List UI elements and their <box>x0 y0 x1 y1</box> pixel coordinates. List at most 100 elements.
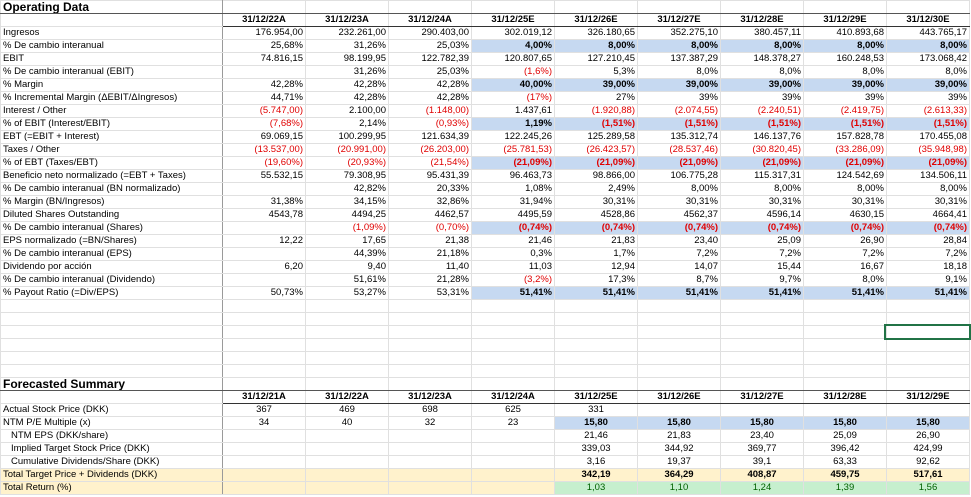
cell <box>637 299 721 313</box>
value-cell: 2,14% <box>305 117 389 131</box>
value-cell: 98.866,00 <box>554 169 638 183</box>
row-label: EPS normalizado (=BN/Shares) <box>0 234 223 248</box>
value-cell: 8,0% <box>637 65 721 79</box>
cell <box>803 351 887 365</box>
row-label: % Margin (BN/Ingresos) <box>0 195 223 209</box>
cell <box>637 338 721 352</box>
value-cell: 106.775,28 <box>637 169 721 183</box>
value-cell: (25.781,53) <box>471 143 555 157</box>
value-cell: 443.765,17 <box>886 26 970 40</box>
cell <box>803 0 887 14</box>
value-cell: 51,41% <box>471 286 555 300</box>
value-cell: 8,0% <box>803 65 887 79</box>
value-cell: (2.240,51) <box>720 104 804 118</box>
value-cell: 8,00% <box>637 39 721 53</box>
value-cell: 352.275,10 <box>637 26 721 40</box>
value-cell: 424,99 <box>886 442 970 456</box>
cell <box>222 299 306 313</box>
value-cell: 15,80 <box>803 416 887 430</box>
row <box>0 364 970 378</box>
row: 31/12/21A 31/12/22A 31/12/23A 31/12/24A 31/1… <box>0 390 970 404</box>
column-header: 31/12/23A <box>305 13 389 27</box>
value-cell: 146.137,76 <box>720 130 804 144</box>
cell <box>222 325 306 339</box>
value-cell: 51,41% <box>720 286 804 300</box>
value-cell: 2,49% <box>554 182 638 196</box>
value-cell: 517,61 <box>886 468 970 482</box>
value-cell: 459,75 <box>803 468 887 482</box>
value-cell: 21,83 <box>637 429 721 443</box>
value-cell: (35.948,98) <box>886 143 970 157</box>
column-header: 31/12/26E <box>554 13 638 27</box>
value-cell: 1,03 <box>554 481 638 495</box>
value-cell: 30,31% <box>886 195 970 209</box>
value-cell <box>222 65 306 79</box>
value-cell: 63,33 <box>803 455 887 469</box>
value-cell: 121.634,39 <box>388 130 472 144</box>
row-label: % of EBIT (Interest/EBIT) <box>0 117 223 131</box>
value-cell: 26,90 <box>886 429 970 443</box>
value-cell: (21,09%) <box>637 156 721 170</box>
row: Total Return (%) 1,03 1,10 1,24 1,39 1,56 <box>0 481 970 495</box>
value-cell: 19,37 <box>637 455 721 469</box>
value-cell: 9,40 <box>305 260 389 274</box>
value-cell: 6,20 <box>222 260 306 274</box>
value-cell: 55.532,15 <box>222 169 306 183</box>
cell <box>0 13 223 27</box>
column-header: 31/12/25E <box>471 13 555 27</box>
value-cell: 8,0% <box>720 65 804 79</box>
value-cell <box>222 182 306 196</box>
value-cell <box>305 429 389 443</box>
column-header: 31/12/27E <box>720 390 804 404</box>
value-cell: 1,56 <box>886 481 970 495</box>
row: Actual Stock Price (DKK) 367 469 698 625 331 <box>0 403 970 417</box>
value-cell: (7,68%) <box>222 117 306 131</box>
value-cell: 176.954,00 <box>222 26 306 40</box>
value-cell: (30.820,45) <box>720 143 804 157</box>
value-cell: (2.419,75) <box>803 104 887 118</box>
cell <box>471 377 555 391</box>
value-cell: 7,2% <box>720 247 804 261</box>
value-cell: 3,16 <box>554 455 638 469</box>
cell <box>554 377 638 391</box>
value-cell: 34,15% <box>305 195 389 209</box>
row: % Margin (BN/Ingresos) 31,38% 34,15% 32,86%… <box>0 195 970 209</box>
value-cell: 369,77 <box>720 442 804 456</box>
value-cell: (21,54%) <box>388 156 472 170</box>
value-cell: 21,28% <box>388 273 472 287</box>
value-cell: 51,41% <box>886 286 970 300</box>
cell <box>886 0 970 14</box>
value-cell: 23,40 <box>637 234 721 248</box>
column-header: 31/12/25E <box>554 390 638 404</box>
cell <box>720 312 804 326</box>
value-cell: (1.920,88) <box>554 104 638 118</box>
value-cell: 17,65 <box>305 234 389 248</box>
cell <box>637 364 721 378</box>
cell <box>471 312 555 326</box>
cell <box>222 0 306 14</box>
value-cell: 1.437,61 <box>471 104 555 118</box>
cell <box>803 377 887 391</box>
value-cell: 4664,41 <box>886 208 970 222</box>
row-label: % De cambio interanual (Dividendo) <box>0 273 223 287</box>
value-cell: 5,3% <box>554 65 638 79</box>
value-cell: 4528,86 <box>554 208 638 222</box>
row-label: Dividendo por acción <box>0 260 223 274</box>
value-cell: 135.312,74 <box>637 130 721 144</box>
cell <box>222 351 306 365</box>
cell <box>222 338 306 352</box>
value-cell: (21,09%) <box>471 156 555 170</box>
column-header: 31/12/21A <box>222 390 306 404</box>
value-cell: 44,71% <box>222 91 306 105</box>
value-cell: 11,40 <box>388 260 472 274</box>
value-cell <box>471 468 555 482</box>
value-cell: (2.074,55) <box>637 104 721 118</box>
row-label: % De cambio interanual (BN normalizado) <box>0 182 223 196</box>
value-cell: 26,90 <box>803 234 887 248</box>
value-cell: (26.203,00) <box>388 143 472 157</box>
value-cell: 95.431,39 <box>388 169 472 183</box>
cell <box>388 338 472 352</box>
cell <box>720 325 804 339</box>
cell <box>720 0 804 14</box>
value-cell: 32 <box>388 416 472 430</box>
